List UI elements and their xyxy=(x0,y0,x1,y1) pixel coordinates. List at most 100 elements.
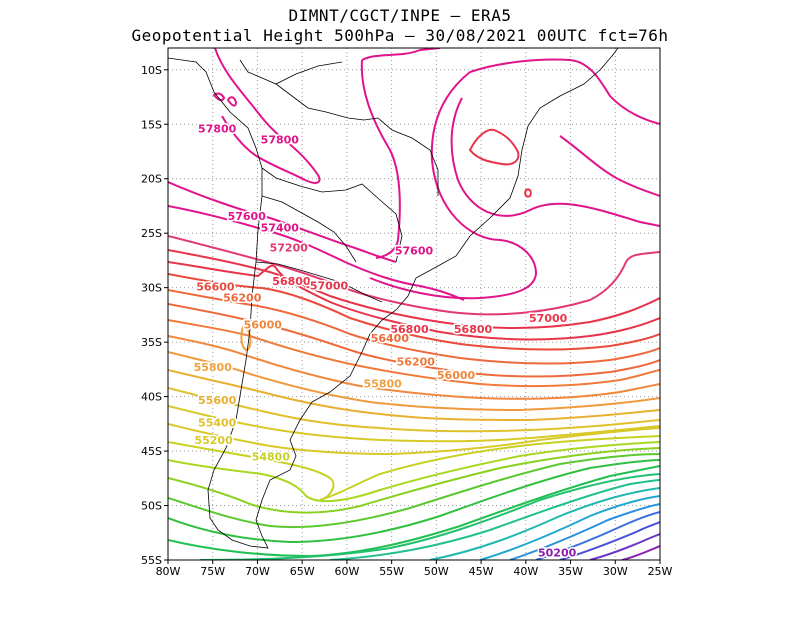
x-tick-label: 25W xyxy=(648,565,673,578)
contour-line xyxy=(168,405,660,443)
contour-label: 50200 xyxy=(538,546,577,559)
contour-line xyxy=(168,319,660,388)
country-border xyxy=(275,83,379,121)
contour-line xyxy=(360,59,401,259)
country-border xyxy=(261,195,357,263)
x-tick-label: 60W xyxy=(334,565,359,578)
contour-label: 55800 xyxy=(194,361,233,374)
contour-label: 57400 xyxy=(261,222,300,235)
contour-label: 56800 xyxy=(390,323,429,336)
country-border xyxy=(377,117,439,196)
x-tick-label: 70W xyxy=(245,565,270,578)
contour-label: 57200 xyxy=(270,241,309,254)
y-tick-label: 30S xyxy=(141,282,162,295)
map-grid xyxy=(168,48,660,560)
contour-line xyxy=(429,487,660,560)
contour-line xyxy=(535,511,660,560)
contour-line xyxy=(199,473,660,560)
contour-line xyxy=(168,181,397,263)
contour-label: 55800 xyxy=(364,378,403,391)
contour-line xyxy=(168,351,660,412)
contour-label: 56000 xyxy=(244,319,283,332)
y-tick-label: 10S xyxy=(141,64,162,77)
contour-line xyxy=(168,249,660,329)
contour-line xyxy=(168,261,660,341)
map-title-line-1: DIMNT/CGCT/INPE — ERA5 xyxy=(288,6,512,25)
country-border xyxy=(255,261,383,303)
contour-line xyxy=(168,273,660,351)
contour-label: 56200 xyxy=(223,291,262,304)
contour-label: 54800 xyxy=(252,451,291,464)
x-tick-label: 45W xyxy=(469,565,494,578)
contour-line xyxy=(468,128,520,166)
contour-line xyxy=(212,92,226,102)
contour-line xyxy=(168,435,660,501)
contour-line xyxy=(168,235,660,316)
contour-line xyxy=(559,135,660,197)
contour-line xyxy=(329,479,660,560)
contour-label: 57600 xyxy=(395,245,434,258)
contour-line xyxy=(168,459,660,544)
contour-label: 56800 xyxy=(454,323,493,336)
contour-line xyxy=(214,48,321,184)
contour-line xyxy=(509,503,660,560)
contour-line xyxy=(469,58,660,125)
x-tick-label: 30W xyxy=(603,565,628,578)
country-border xyxy=(261,167,403,263)
contour-line xyxy=(168,335,660,400)
contour-line xyxy=(168,387,660,433)
y-tick-label: 40S xyxy=(141,391,162,404)
contour-line xyxy=(168,465,660,558)
contour-line xyxy=(168,289,660,365)
y-tick-label: 25S xyxy=(141,227,162,240)
contour-line xyxy=(479,495,660,560)
contour-label: 55400 xyxy=(198,417,237,430)
contour-label: 57800 xyxy=(261,134,300,147)
plot-frame xyxy=(167,47,661,561)
contour-label: 56000 xyxy=(437,369,476,382)
contour-label: 56400 xyxy=(371,332,410,345)
y-tick-label: 45S xyxy=(141,445,162,458)
contour-line xyxy=(621,545,660,560)
contour-label: 56800 xyxy=(272,275,311,288)
contour-line xyxy=(589,533,660,560)
country-border xyxy=(239,59,343,85)
contour-line xyxy=(168,447,660,514)
contour-line xyxy=(226,96,238,107)
contour-lines xyxy=(168,48,660,560)
contour-line xyxy=(168,453,660,529)
contour-line xyxy=(559,521,660,560)
x-tick-label: 80W xyxy=(156,565,181,578)
contour-label: 57800 xyxy=(198,123,237,136)
y-tick-label: 50S xyxy=(141,500,162,513)
contour-label: 56200 xyxy=(397,356,436,369)
contour-line xyxy=(168,441,660,503)
contour-label: 56600 xyxy=(196,281,235,294)
y-tick-label: 20S xyxy=(141,173,162,186)
contour-line xyxy=(361,48,441,61)
y-tick-label: 55S xyxy=(141,554,162,567)
x-tick-label: 40W xyxy=(513,565,538,578)
map-title-line-2: Geopotential Height 500hPa — 30/08/2021 … xyxy=(131,26,669,45)
x-tick-label: 75W xyxy=(200,565,225,578)
contour-line xyxy=(168,369,660,422)
x-tick-label: 35W xyxy=(558,565,583,578)
contour-line xyxy=(168,423,660,456)
coastline xyxy=(168,48,619,549)
contour-label: 57000 xyxy=(529,312,568,325)
contour-line xyxy=(524,188,532,198)
south-america-coastline xyxy=(168,48,619,549)
contour-label: 57000 xyxy=(310,279,349,292)
map-axes: 80W 75W 70W 65W 60W 55W 50W 45W 40W 35W 30W 25W 10S 1… xyxy=(141,64,673,578)
x-tick-label: 50W xyxy=(424,565,449,578)
contour-line xyxy=(450,97,660,227)
contour-label: 55200 xyxy=(194,434,233,447)
contour-label: 55600 xyxy=(198,394,237,407)
y-tick-label: 35S xyxy=(141,336,162,349)
y-tick-label: 15S xyxy=(141,118,162,131)
x-tick-label: 55W xyxy=(379,565,404,578)
contour-line xyxy=(168,205,465,301)
contour-label: 57600 xyxy=(228,210,267,223)
